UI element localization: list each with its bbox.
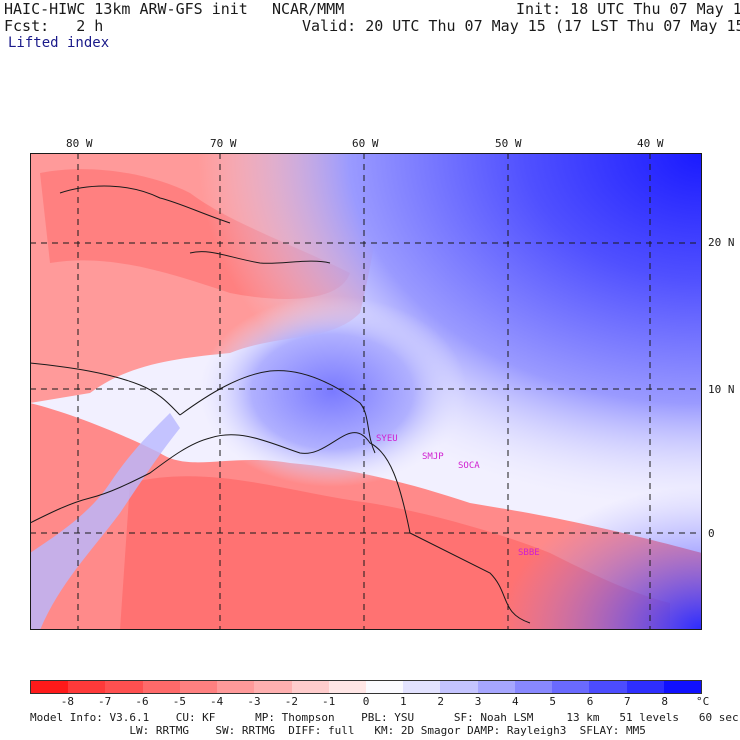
field-name: Lifted index [8, 35, 110, 51]
legend-swatch [440, 681, 478, 693]
legend-value: -7 [98, 695, 112, 708]
forecast-hour: Fcst: 2 h [4, 17, 104, 35]
legend-swatch [254, 681, 292, 693]
legend-value: -5 [172, 695, 186, 708]
lat-label-equator: 0 [708, 527, 715, 540]
legend-value: 7 [624, 695, 631, 708]
map-frame [30, 153, 702, 630]
legend-value: 1 [400, 695, 407, 708]
legend-value: 6 [586, 695, 594, 708]
legend-unit: °C [696, 695, 710, 708]
legend-value: 3 [474, 695, 482, 708]
color-legend [30, 680, 702, 694]
model-title: HAIC-HIWC 13km ARW-GFS init [4, 0, 248, 18]
lon-label-60w: 60 W [352, 137, 379, 150]
station-label-soca: SOCA [458, 461, 480, 471]
legend-value: -2 [284, 695, 298, 708]
legend-swatch [403, 681, 441, 693]
legend-swatch [179, 681, 218, 693]
legend-value: 5 [549, 695, 556, 708]
legend-value: 2 [437, 695, 444, 708]
legend-value: -8 [60, 695, 74, 708]
lon-label-80w: 80 W [66, 137, 93, 150]
legend-swatch [626, 681, 664, 693]
legend-swatch [291, 681, 329, 693]
lon-label-40w: 40 W [637, 137, 664, 150]
graticule [30, 153, 702, 630]
org-label: NCAR/MMM [272, 0, 345, 18]
lat-label-20n: 20 N [708, 236, 735, 249]
lon-label-70w: 70 W [210, 137, 237, 150]
legend-value: -6 [135, 695, 149, 708]
valid-time: Valid: 20 UTC Thu 07 May 15 (17 LST Thu … [302, 17, 740, 35]
lat-label-10n: 10 N [708, 383, 735, 396]
station-label-sbbe: SBBE [518, 548, 540, 558]
station-label-syeu: SYEU [376, 434, 398, 444]
legend-swatch [589, 681, 627, 693]
legend-value: -4 [210, 695, 224, 708]
station-label-smjp: SMJP [422, 452, 444, 462]
legend-swatch [552, 681, 590, 693]
legend-swatch [217, 681, 255, 693]
legend-value: 8 [661, 695, 668, 708]
lon-label-50w: 50 W [495, 137, 522, 150]
legend-value: -3 [247, 695, 261, 708]
legend-swatch [328, 681, 366, 693]
legend-value: 0 [362, 695, 370, 708]
legend-value: 4 [512, 695, 519, 708]
legend-swatch [31, 681, 69, 693]
legend-swatch [68, 681, 106, 693]
init-time: Init: 18 UTC Thu 07 May 15 [516, 0, 740, 18]
legend-value: -1 [322, 695, 336, 708]
stable-strip-andes [30, 413, 180, 630]
legend-swatch [365, 681, 404, 693]
model-info-line2: LW: RRTMG SW: RRTMG DIFF: full KM: 2D Sm… [30, 724, 646, 737]
legend-swatch [477, 681, 515, 693]
legend-swatch [142, 681, 180, 693]
stable-region-southeast [30, 153, 702, 630]
legend-swatch [105, 681, 143, 693]
lifted-index-map: SYEU SMJP SOCA SBBE [30, 153, 702, 630]
legend-swatch [514, 681, 553, 693]
model-info-line1: Model Info: V3.6.1 CU: KF MP: Thompson P… [30, 711, 739, 724]
coastlines [30, 185, 531, 624]
legend-swatch [663, 681, 701, 693]
